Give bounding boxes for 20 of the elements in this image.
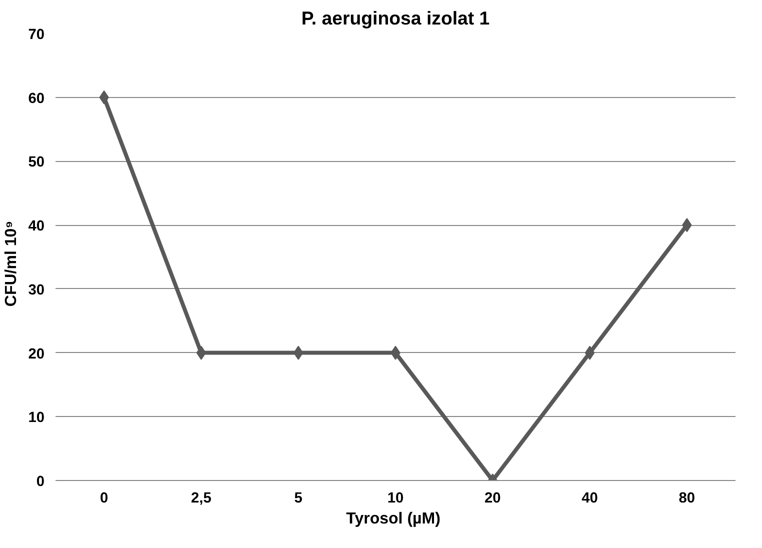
y-tick-label: 50 bbox=[28, 154, 45, 171]
point bbox=[584, 346, 595, 360]
y-tick-label: 0 bbox=[36, 474, 45, 490]
y-tick-label: 10 bbox=[28, 410, 45, 426]
x-tick-label: 20 bbox=[484, 490, 501, 506]
x-tick-label: 10 bbox=[387, 490, 404, 506]
chart-title: P. aeruginosa izolat 1 bbox=[301, 8, 490, 28]
y-tick-label: 70 bbox=[28, 27, 45, 43]
y-tick-label: 30 bbox=[28, 282, 45, 298]
y-tick-label: 20 bbox=[28, 346, 45, 362]
y-tick-label: 60 bbox=[28, 90, 45, 107]
y-tick-label: 40 bbox=[28, 218, 45, 235]
x-axis-title: Tyrosol (µM) bbox=[346, 510, 440, 528]
x-tick-label: 5 bbox=[294, 490, 302, 506]
point bbox=[196, 346, 206, 360]
y-axis-title: CFU/ml 10⁹ bbox=[3, 220, 20, 307]
x-tick-label: 2,5 bbox=[191, 490, 212, 506]
x-tick-label: 80 bbox=[678, 490, 696, 506]
x-tick-label: 0 bbox=[100, 490, 108, 506]
x-tick-label: 40 bbox=[582, 490, 598, 506]
